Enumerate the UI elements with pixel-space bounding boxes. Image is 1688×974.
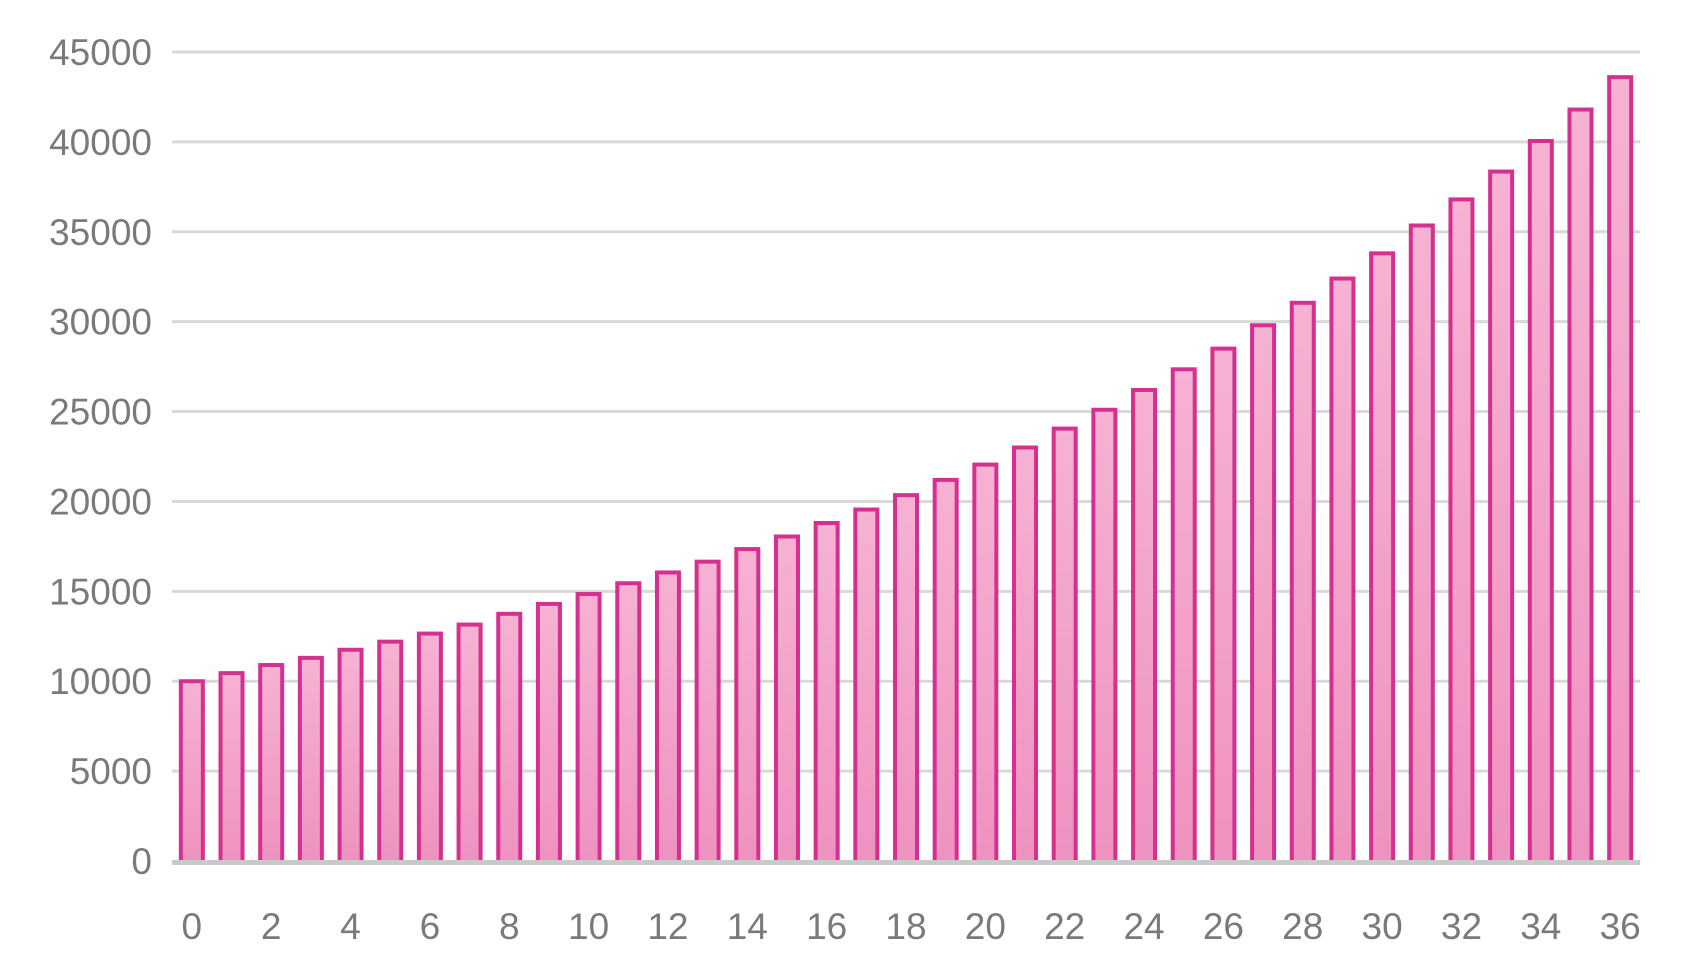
x-axis-tick-label: 14 bbox=[727, 906, 768, 947]
bar[interactable] bbox=[773, 534, 800, 864]
bar[interactable] bbox=[1488, 169, 1515, 864]
x-axis-tick-label: 20 bbox=[965, 906, 1006, 947]
y-axis-tick-label: 20000 bbox=[49, 481, 152, 522]
bar[interactable] bbox=[694, 559, 721, 864]
bar[interactable] bbox=[456, 622, 483, 864]
bar[interactable] bbox=[893, 493, 919, 864]
x-axis-tick-label: 6 bbox=[420, 906, 441, 947]
x-axis-tick-label: 2 bbox=[261, 906, 282, 947]
bar[interactable] bbox=[1289, 300, 1316, 865]
bar[interactable] bbox=[1369, 251, 1396, 864]
x-axis-tick-label: 0 bbox=[182, 906, 203, 947]
bar[interactable] bbox=[258, 663, 285, 865]
bar[interactable] bbox=[575, 592, 602, 865]
bar[interactable] bbox=[1250, 323, 1277, 864]
x-axis-tick-label: 28 bbox=[1282, 906, 1323, 947]
bar[interactable] bbox=[377, 639, 404, 864]
x-axis-tick-label: 4 bbox=[340, 906, 361, 947]
y-axis-tick-label: 10000 bbox=[49, 661, 152, 702]
x-axis-tick-label: 10 bbox=[568, 906, 609, 947]
bar[interactable] bbox=[1091, 407, 1118, 864]
bar[interactable] bbox=[1170, 367, 1197, 864]
y-axis-tick-label: 5000 bbox=[70, 751, 152, 792]
x-axis-tick-label: 24 bbox=[1123, 906, 1164, 947]
bar[interactable] bbox=[615, 581, 642, 864]
bar[interactable] bbox=[218, 671, 245, 864]
y-axis-tick-label: 0 bbox=[131, 841, 152, 882]
bar[interactable] bbox=[654, 570, 681, 864]
bar[interactable] bbox=[178, 679, 205, 864]
bar[interactable] bbox=[1527, 138, 1554, 865]
x-axis-tick-label: 30 bbox=[1362, 906, 1403, 947]
bar[interactable] bbox=[535, 601, 562, 864]
x-axis-tick-label: 36 bbox=[1600, 906, 1641, 947]
x-axis-tick-label: 26 bbox=[1203, 906, 1244, 947]
bar[interactable] bbox=[337, 647, 364, 864]
x-axis-tick-label: 8 bbox=[499, 906, 520, 947]
bar[interactable] bbox=[1210, 346, 1237, 864]
bar[interactable] bbox=[416, 631, 443, 864]
x-axis-tick-label: 32 bbox=[1441, 906, 1482, 947]
y-axis-tick-label: 25000 bbox=[49, 392, 152, 433]
bar[interactable] bbox=[853, 507, 880, 864]
x-axis-tick-label: 12 bbox=[647, 906, 688, 947]
y-axis-tick-label: 30000 bbox=[49, 302, 152, 343]
bar[interactable] bbox=[932, 477, 959, 864]
y-axis-tick-label: 15000 bbox=[49, 571, 152, 612]
bar[interactable] bbox=[1567, 107, 1594, 865]
bar[interactable] bbox=[1131, 387, 1158, 864]
y-axis-tick-label: 35000 bbox=[49, 212, 152, 253]
bar[interactable] bbox=[1012, 445, 1039, 864]
bar[interactable] bbox=[972, 462, 999, 864]
bar[interactable] bbox=[1448, 197, 1475, 864]
bar[interactable] bbox=[297, 655, 324, 865]
bar[interactable] bbox=[1051, 426, 1078, 864]
x-axis-tick-label: 18 bbox=[885, 906, 926, 947]
x-axis-tick-label: 34 bbox=[1520, 906, 1561, 947]
y-axis-tick-label: 45000 bbox=[49, 32, 152, 73]
bar[interactable] bbox=[1408, 223, 1435, 865]
x-axis-tick-label: 22 bbox=[1044, 906, 1085, 947]
bar[interactable] bbox=[734, 547, 761, 865]
x-axis-tick-label: 16 bbox=[806, 906, 847, 947]
y-axis-tick-label: 40000 bbox=[49, 122, 152, 163]
bar[interactable] bbox=[1329, 276, 1356, 864]
bar[interactable] bbox=[813, 521, 840, 864]
bar[interactable] bbox=[496, 611, 523, 864]
bar[interactable] bbox=[1607, 75, 1634, 865]
